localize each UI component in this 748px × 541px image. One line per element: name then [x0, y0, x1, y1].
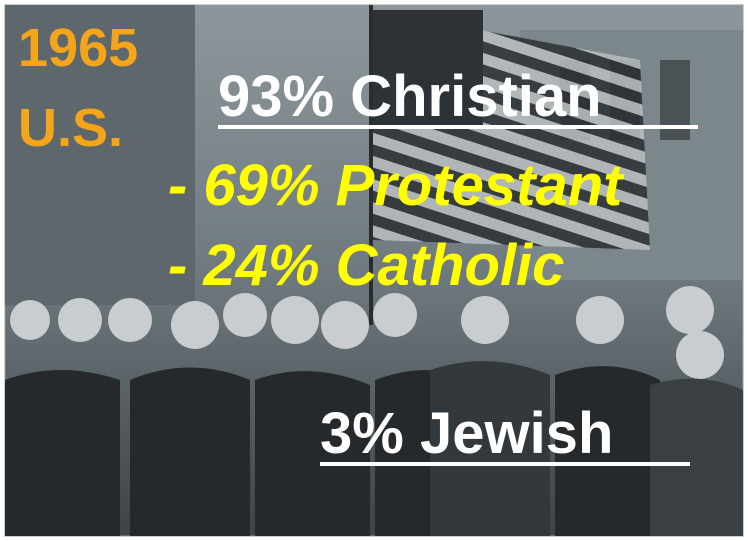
underline [218, 125, 698, 129]
country: U.S. [18, 98, 123, 158]
page: 1965 U.S. 93% Christian - 69% Protestant… [0, 0, 748, 541]
slide: 1965 U.S. 93% Christian - 69% Protestant… [0, 0, 748, 541]
subline: - 69% Protestant [168, 153, 625, 218]
year: 1965 [18, 18, 138, 78]
subline: - 24% Catholic [168, 233, 564, 298]
footer-line: 3% Jewish [320, 401, 613, 466]
underline [320, 462, 690, 466]
headline: 93% Christian [218, 64, 602, 129]
